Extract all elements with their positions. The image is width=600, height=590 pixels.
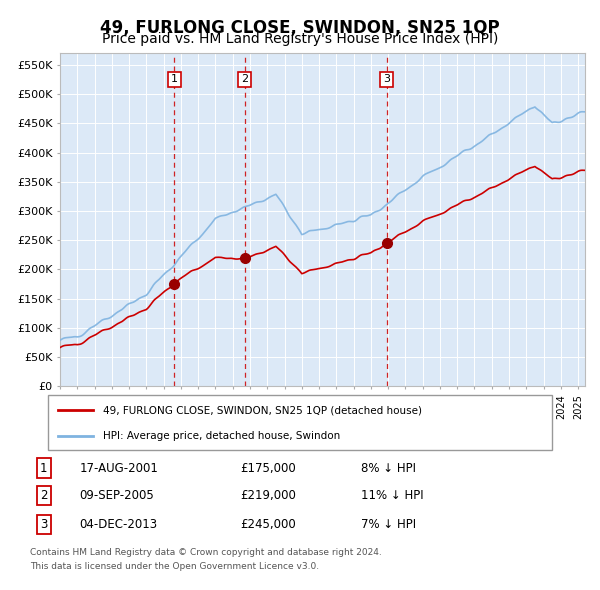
Text: 2: 2 bbox=[241, 74, 248, 84]
Text: This data is licensed under the Open Government Licence v3.0.: This data is licensed under the Open Gov… bbox=[30, 562, 319, 571]
Text: 1: 1 bbox=[40, 462, 47, 475]
Text: 17-AUG-2001: 17-AUG-2001 bbox=[80, 462, 158, 475]
Text: Price paid vs. HM Land Registry's House Price Index (HPI): Price paid vs. HM Land Registry's House … bbox=[102, 32, 498, 46]
Text: 09-SEP-2005: 09-SEP-2005 bbox=[80, 489, 154, 502]
Text: 8% ↓ HPI: 8% ↓ HPI bbox=[361, 462, 416, 475]
Text: Contains HM Land Registry data © Crown copyright and database right 2024.: Contains HM Land Registry data © Crown c… bbox=[30, 548, 382, 557]
Text: 2: 2 bbox=[40, 489, 47, 502]
Text: 49, FURLONG CLOSE, SWINDON, SN25 1QP (detached house): 49, FURLONG CLOSE, SWINDON, SN25 1QP (de… bbox=[103, 405, 422, 415]
Text: £219,000: £219,000 bbox=[240, 489, 296, 502]
Text: 3: 3 bbox=[40, 518, 47, 531]
Text: HPI: Average price, detached house, Swindon: HPI: Average price, detached house, Swin… bbox=[103, 431, 341, 441]
Text: 04-DEC-2013: 04-DEC-2013 bbox=[80, 518, 158, 531]
Text: £245,000: £245,000 bbox=[240, 518, 296, 531]
FancyBboxPatch shape bbox=[48, 395, 552, 450]
Text: 3: 3 bbox=[383, 74, 390, 84]
Text: 1: 1 bbox=[171, 74, 178, 84]
Text: 11% ↓ HPI: 11% ↓ HPI bbox=[361, 489, 424, 502]
Text: 49, FURLONG CLOSE, SWINDON, SN25 1QP: 49, FURLONG CLOSE, SWINDON, SN25 1QP bbox=[100, 19, 500, 37]
Text: 7% ↓ HPI: 7% ↓ HPI bbox=[361, 518, 416, 531]
Text: £175,000: £175,000 bbox=[240, 462, 296, 475]
